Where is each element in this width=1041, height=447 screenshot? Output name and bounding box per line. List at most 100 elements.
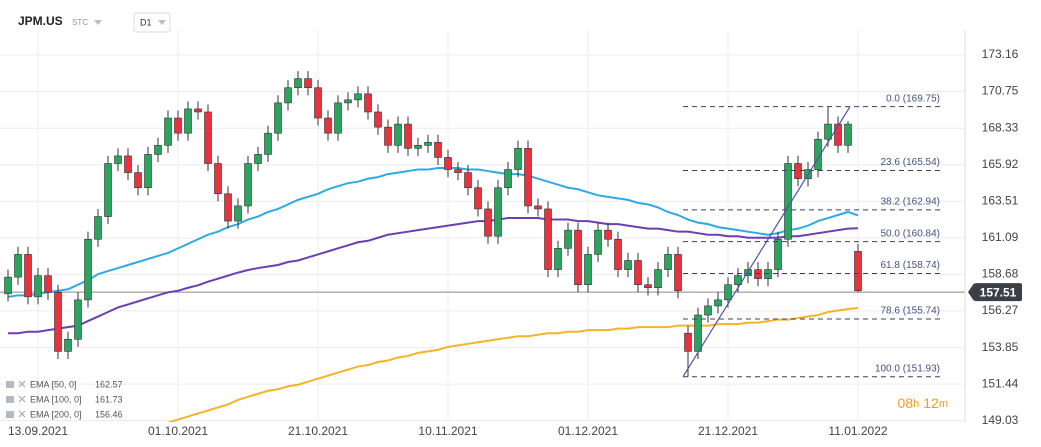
- fib-trendline: [682, 106, 851, 378]
- candle-body: [34, 275, 42, 298]
- y-tick-label: 161.09: [982, 230, 1019, 244]
- candle-body: [674, 254, 682, 292]
- y-tick-label: 163.51: [982, 193, 1019, 207]
- candle-body: [454, 169, 462, 173]
- candle-body: [564, 229, 572, 249]
- candle-body: [414, 145, 422, 149]
- candle-body: [584, 254, 592, 286]
- x-tick-label: 10.11.2021: [418, 424, 477, 438]
- y-tick-label: 168.33: [982, 120, 1019, 134]
- candle-body: [764, 269, 772, 279]
- fib-label: 100.0 (151.93): [875, 363, 940, 374]
- candle-body: [534, 205, 542, 210]
- candle-body: [814, 138, 822, 170]
- x-tick-label: 21.10.2021: [288, 424, 348, 438]
- candle-body: [594, 229, 602, 255]
- candle-body: [164, 117, 172, 146]
- candle-body: [684, 332, 692, 352]
- candle-body: [284, 87, 292, 104]
- candle-body: [374, 111, 382, 128]
- legend-icon: [6, 396, 14, 403]
- candle-body: [54, 291, 62, 352]
- candle-body: [214, 163, 222, 195]
- legend-remove[interactable]: [18, 380, 26, 388]
- candle-body: [574, 229, 582, 286]
- fib-label: 0.0 (169.75): [886, 93, 940, 104]
- candle-body: [254, 154, 262, 164]
- legend-remove[interactable]: [18, 395, 26, 403]
- y-tick-label: 165.92: [982, 157, 1019, 171]
- candle-body: [524, 148, 532, 207]
- candle-body: [634, 260, 642, 286]
- legend-icon: [6, 381, 14, 388]
- candle-body: [364, 93, 372, 113]
- legend-value: 162.57: [95, 379, 123, 389]
- candle-body: [274, 102, 282, 134]
- legend-remove[interactable]: [18, 410, 26, 418]
- fib-label: 78.6 (155.74): [881, 306, 941, 317]
- x-tick-label: 13.09.2021: [8, 424, 68, 438]
- candle-body: [604, 229, 612, 240]
- candle-body: [64, 338, 72, 352]
- candle-body: [844, 123, 852, 146]
- candle-body: [194, 108, 202, 113]
- fib-label: 23.6 (165.54): [881, 157, 941, 168]
- candle-body: [514, 148, 522, 170]
- countdown-hours: 08: [898, 395, 914, 411]
- candle-body: [794, 163, 802, 179]
- candle-body: [144, 154, 152, 189]
- candle-body: [184, 108, 192, 134]
- candle-body: [724, 284, 732, 301]
- candle-body: [134, 172, 142, 189]
- candle-body: [24, 254, 32, 298]
- countdown-minutes: 12: [923, 395, 939, 411]
- candle-body: [484, 208, 492, 237]
- interval-select[interactable]: [133, 12, 171, 33]
- candle-body: [834, 123, 842, 146]
- ema-line: [7, 167, 859, 298]
- candle-body: [394, 123, 402, 146]
- candle-body: [94, 216, 102, 240]
- legend-name: EMA [50, 0]: [30, 379, 77, 389]
- legend-value: 161.73: [95, 394, 123, 404]
- candle-body: [264, 132, 272, 155]
- candle-body: [14, 254, 22, 278]
- candle-body: [234, 205, 242, 222]
- legend-name: EMA [200, 0]: [30, 409, 82, 419]
- ema-line: [8, 217, 859, 335]
- candle-body: [204, 111, 212, 164]
- fib-label: 50.0 (160.84): [881, 228, 941, 239]
- market: STC: [72, 18, 88, 27]
- candle-body: [434, 141, 442, 158]
- x-tick-label: 11.01.2022: [828, 424, 887, 438]
- candle-body: [404, 123, 412, 149]
- y-tick-label: 173.16: [982, 47, 1019, 61]
- candle-body: [664, 254, 672, 270]
- current-price-label: 157.51: [980, 285, 1017, 299]
- candle-body: [554, 248, 562, 270]
- candle-body: [334, 102, 342, 134]
- candle-body: [424, 141, 432, 146]
- candle-body: [704, 305, 712, 316]
- candle-body: [114, 155, 122, 164]
- candle-body: [4, 276, 12, 295]
- candle-body: [474, 187, 482, 210]
- legend-name: EMA [100, 0]: [30, 394, 82, 404]
- candle-body: [244, 163, 252, 207]
- candle-body: [174, 117, 182, 134]
- candle-body: [544, 208, 552, 270]
- candle-body: [324, 117, 332, 134]
- fib-label: 61.8 (158.74): [881, 260, 941, 271]
- candle-body: [754, 269, 762, 279]
- countdown: 08h 12m: [898, 395, 948, 411]
- candle-body: [354, 93, 362, 101]
- candle-body: [304, 78, 312, 89]
- price-box: [974, 283, 1022, 302]
- candle-body: [504, 169, 512, 189]
- symbol: JPM.US: [18, 14, 63, 28]
- candle-body: [344, 99, 352, 104]
- market-dropdown[interactable]: [94, 20, 102, 25]
- candle-body: [854, 251, 862, 292]
- x-tick-label: 21.12.2021: [698, 424, 758, 438]
- candle-body: [444, 157, 452, 170]
